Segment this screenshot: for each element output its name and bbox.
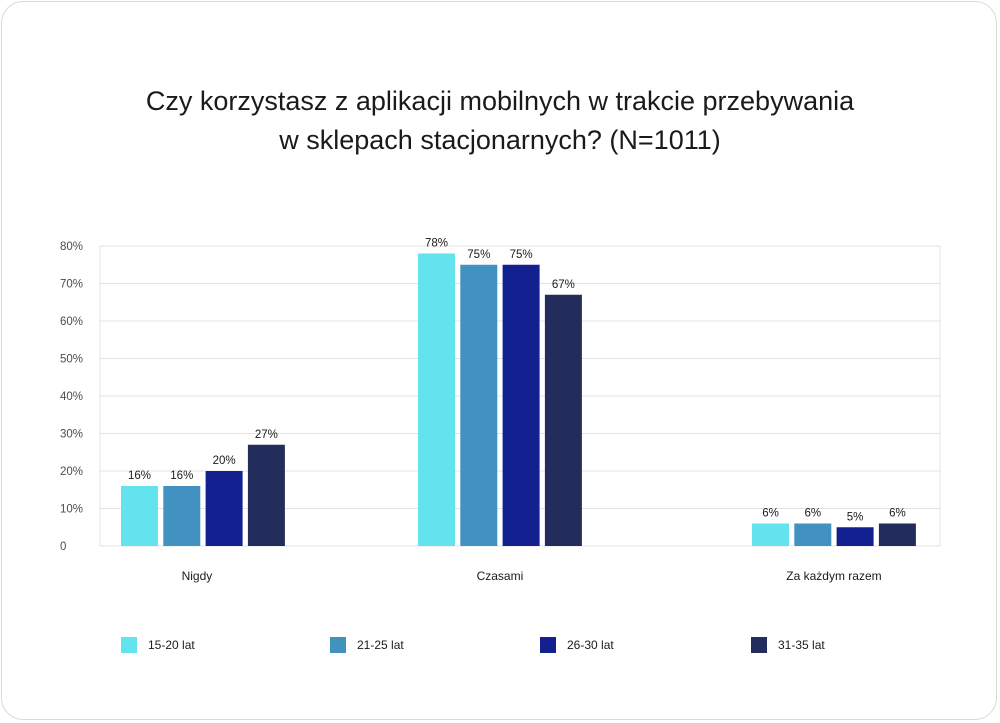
data-label: 78%: [425, 238, 448, 250]
bar: [752, 523, 789, 546]
y-tick-label: 20%: [60, 466, 83, 478]
data-label: 67%: [552, 279, 575, 291]
legend-label: 15-20 lat: [148, 638, 195, 652]
bar: [247, 444, 285, 546]
y-tick-label: 30%: [60, 429, 83, 441]
bar: [121, 486, 158, 546]
x-category-label: Za każdym razem: [786, 569, 881, 583]
data-label: 16%: [170, 470, 193, 482]
y-tick-label: 50%: [60, 354, 83, 366]
data-label: 20%: [213, 455, 236, 467]
legend-label: 31-35 lat: [778, 638, 825, 652]
data-label: 6%: [762, 508, 779, 520]
bar: [418, 253, 455, 546]
y-tick-label: 40%: [60, 391, 83, 403]
legend-label: 21-25 lat: [357, 638, 404, 652]
data-label: 27%: [255, 429, 278, 441]
data-label: 5%: [847, 511, 864, 523]
x-category-label: Nigdy: [182, 569, 213, 583]
bar: [544, 294, 582, 546]
y-tick-label: 70%: [60, 279, 83, 291]
x-category-label: Czasami: [477, 569, 524, 583]
bar: [794, 523, 832, 546]
legend-swatch: [540, 637, 556, 653]
bar: [163, 486, 201, 546]
bar: [460, 264, 498, 546]
data-label: 75%: [467, 249, 490, 261]
y-tick-label: 10%: [60, 504, 83, 516]
bar: [205, 471, 243, 546]
legend-label: 26-30 lat: [567, 638, 614, 652]
bar: [878, 523, 916, 546]
y-tick-label: 60%: [60, 316, 83, 328]
legend-swatch: [330, 637, 346, 653]
bar: [836, 527, 874, 546]
data-label: 6%: [804, 508, 821, 520]
data-label: 16%: [128, 470, 151, 482]
chart-title-line-1: Czy korzystasz z aplikacji mobilnych w t…: [145, 86, 855, 116]
chart-title: Czy korzystasz z aplikacji mobilnych w t…: [0, 82, 1000, 160]
y-tick-label: 0: [60, 541, 66, 553]
bar: [502, 264, 540, 546]
chart-title-line-2: w sklepach stacjonarnych? (N=1011): [279, 125, 721, 155]
legend-swatch: [121, 637, 137, 653]
data-label: 75%: [510, 249, 533, 261]
y-tick-label: 80%: [60, 241, 83, 253]
data-label: 6%: [889, 508, 906, 520]
legend-swatch: [751, 637, 767, 653]
